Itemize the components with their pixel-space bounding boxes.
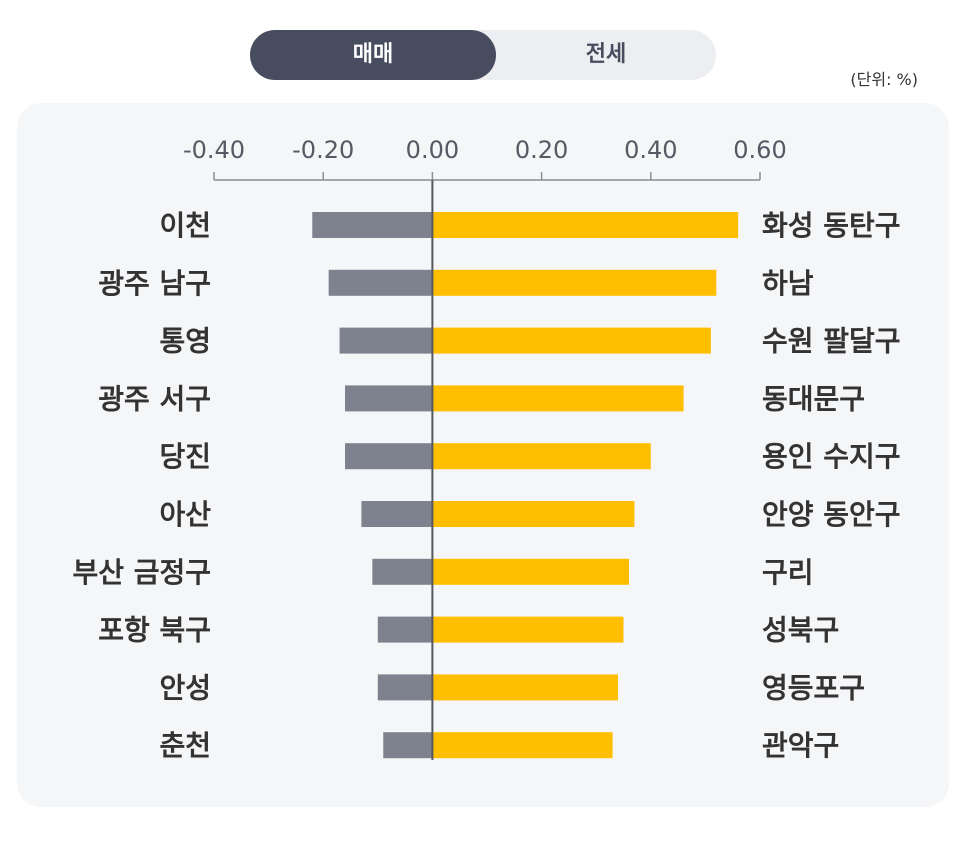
negative-bar: [339, 327, 433, 354]
negative-category-label: 통영: [159, 325, 211, 358]
x-tick-label: 0.60: [733, 136, 786, 164]
x-tick-label: -0.20: [292, 136, 354, 164]
negative-category-label: 광주 남구: [98, 267, 211, 300]
x-tick-label: -0.40: [183, 136, 245, 164]
negative-bar: [345, 385, 433, 412]
negative-bar: [312, 212, 433, 238]
positive-category-label: 수원 팔달구: [762, 325, 901, 358]
negative-bar: [377, 616, 433, 643]
negative-category-label: 당진: [159, 440, 211, 473]
sale-lease-toggle[interactable]: 매매 전세: [250, 30, 716, 80]
positive-category-label: 화성 동탄구: [762, 209, 901, 242]
positive-bar: [432, 732, 613, 759]
x-tick-label: 0.20: [515, 136, 568, 164]
positive-bar: [432, 616, 624, 643]
positive-bar: [432, 674, 619, 701]
negative-category-label: 안성: [159, 671, 211, 704]
negative-category-label: 포항 북구: [98, 614, 211, 647]
tab-sale[interactable]: 매매: [250, 30, 496, 80]
positive-category-label: 용인 수지구: [762, 440, 901, 473]
positive-bar: [432, 269, 717, 296]
positive-category-label: 하남: [762, 267, 814, 300]
negative-bar: [383, 732, 433, 759]
negative-bar: [377, 674, 433, 701]
positive-bar: [432, 212, 739, 238]
positive-bar: [432, 443, 651, 470]
negative-category-label: 춘천: [159, 729, 211, 762]
positive-category-label: 안양 동안구: [762, 498, 901, 531]
negative-bar: [328, 269, 433, 296]
negative-category-label: 이천: [159, 209, 211, 242]
positive-bar: [432, 501, 635, 527]
x-tick-label: 0.40: [624, 136, 677, 164]
negative-category-label: 광주 서구: [98, 382, 211, 415]
negative-category-label: 부산 금정구: [72, 556, 211, 589]
positive-category-label: 관악구: [762, 729, 839, 762]
negative-bar: [361, 501, 433, 527]
negative-bar: [372, 558, 433, 585]
positive-bar: [432, 327, 711, 354]
positive-category-label: 구리: [762, 556, 814, 589]
positive-category-label: 동대문구: [762, 382, 865, 415]
positive-bar: [432, 558, 629, 585]
unit-label: (단위: %): [850, 70, 918, 89]
positive-category-label: 영등포구: [762, 671, 865, 704]
negative-bar: [345, 443, 433, 470]
positive-bar: [432, 385, 684, 412]
tab-lease[interactable]: 전세: [585, 42, 627, 67]
positive-category-label: 성북구: [762, 614, 839, 647]
negative-category-label: 아산: [159, 498, 211, 531]
x-tick-label: 0.00: [406, 136, 459, 164]
